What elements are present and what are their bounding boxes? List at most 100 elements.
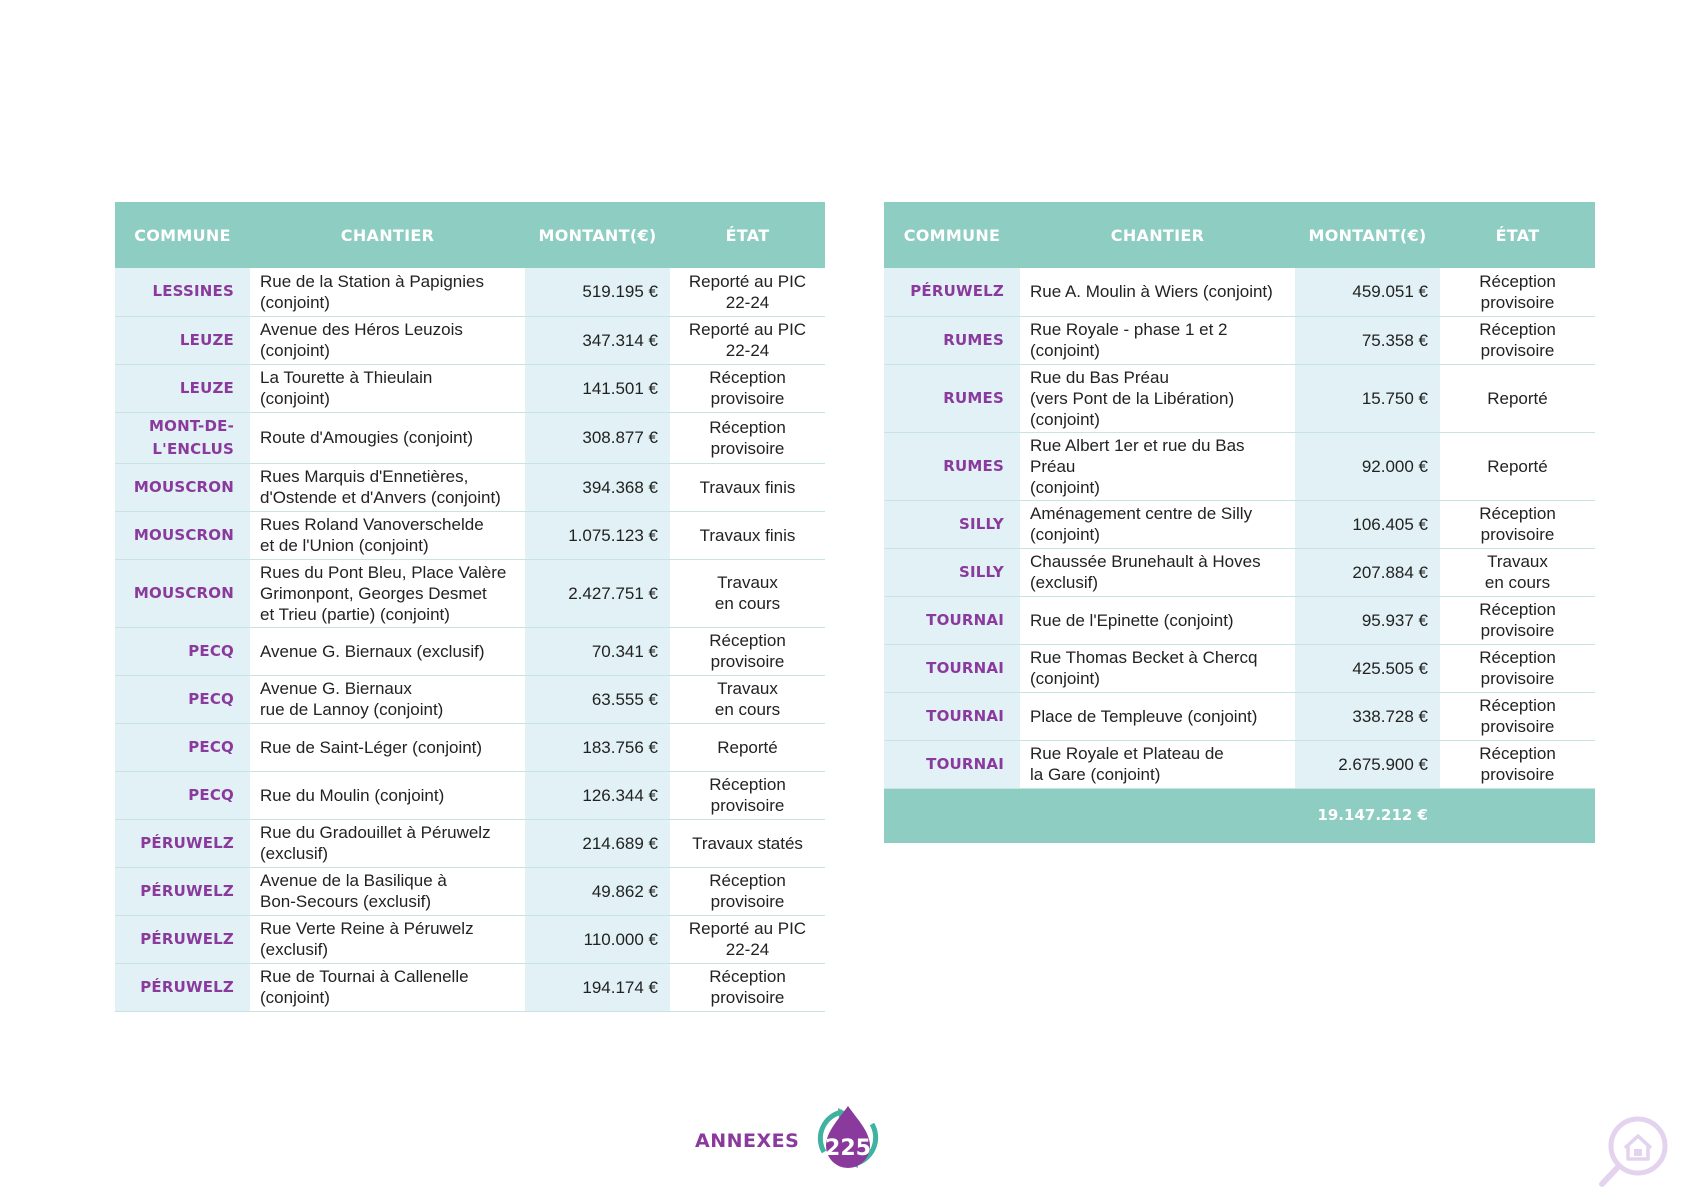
etat-cell: Réception provisoire [670,867,825,916]
table-row: PÉRUWELZ Rue de Tournai à Callenelle (conj… [115,963,825,1012]
chantier-line: Aménagement centre de Silly [1030,504,1253,523]
chantier-line: (conjoint) [260,341,330,360]
etat-line: provisoire [1480,669,1555,688]
chantier-line: Rue Albert 1er et rue du Bas Préau [1030,435,1245,476]
etat-cell: Travaux statés [670,819,825,868]
etat-line: en cours [714,594,781,613]
chantier-line: Rue de Tournai à Callenelle [260,967,469,986]
etat-line: provisoire [710,796,785,815]
etat-cell: Réception provisoire [1440,268,1595,317]
commune-line: LESSINES [152,282,234,301]
etat-line: Réception [709,631,786,650]
chantier-line: d'Ostende et d'Anvers (conjoint) [260,488,501,507]
montant-cell: 194.174 € [525,963,670,1012]
table-row: PÉRUWELZ Avenue de la Basilique à Bon-Seco… [115,867,825,916]
commune-line: RUMES [943,330,1004,349]
chantier-line: Chaussée Brunehault à Hoves [1030,552,1261,571]
commune-line: PÉRUWELZ [910,282,1004,301]
chantier-cell: Chaussée Brunehault à Hoves (exclusif) [1020,548,1295,597]
table-row: PÉRUWELZ Rue du Gradouillet à Péruwelz (ex… [115,819,825,868]
etat-line: Réception [709,368,786,387]
commune-line: PÉRUWELZ [140,977,234,996]
etat-line: Réception [1479,271,1556,291]
etat-line: Réception [709,417,786,437]
etat-line: Réception [1479,744,1556,763]
etat-line: Travaux [717,573,778,592]
commune-line: MONT-DE- [148,416,234,435]
chantier-cell: Rue du Gradouillet à Péruwelz (exclusif) [250,819,525,868]
commune-line: PÉRUWELZ [140,881,234,900]
commune-cell: PÉRUWELZ [115,867,250,916]
etat-line: provisoire [710,389,785,408]
chantier-line: rue de Lannoy (conjoint) [260,700,444,719]
montant-cell: 92.000 € [1295,432,1440,501]
table-row: TOURNAI Rue Thomas Becket à Chercq (conjoi… [884,644,1595,693]
chantier-cell: Rue de la Station à Papignies (conjoint) [250,268,525,317]
montant-cell: 2.427.751 € [525,559,670,628]
etat-line: Réception [1479,320,1556,339]
etat-line: 22-24 [725,341,770,360]
commune-cell: PÉRUWELZ [115,915,250,964]
header-montant-unit: (€) [1399,225,1427,245]
montant-cell: 394.368 € [525,463,670,512]
chantier-cell: La Tourette à Thieulain (conjoint) [250,364,525,413]
etat-line: Reporté au PIC [688,271,807,291]
etat-line: Travaux finis [699,525,796,545]
commune-line: MOUSCRON [133,525,234,544]
chantier-line: Rue A. Moulin à Wiers (conjoint) [1030,282,1273,302]
chantier-cell: Avenue G. Biernaux rue de Lannoy (conjoin… [250,675,525,724]
table-row: PECQ Rue du Moulin (conjoint) 126.344 € Réc… [115,771,825,820]
chantier-line: Avenue G. Biernaux [260,679,412,698]
chantier-line: (vers Pont de la Libération) [1030,388,1235,408]
table-row: PECQ Avenue G. Biernaux (exclusif) 70.341 … [115,627,825,676]
table-row: TOURNAI Place de Templeuve (conjoint) 338.… [884,692,1595,741]
commune-cell: LEUZE [115,364,250,413]
chantier-cell: Rues du Pont Bleu, Place Valère Grimonpon… [250,559,525,628]
montant-cell: 70.341 € [525,627,670,676]
etat-cell: Travaux en cours [670,559,825,628]
chantier-cell: Rue Albert 1er et rue du Bas Préau (conjo… [1020,432,1295,501]
etat-line: Travaux [1487,552,1548,571]
etat-cell: Reporté au PIC 22-24 [670,316,825,365]
commune-cell: MOUSCRON [115,463,250,512]
chantier-line: (conjoint) [1030,669,1100,688]
page-number: 225 [825,1136,871,1161]
commune-line: PECQ [188,641,234,660]
chantier-line: (exclusif) [260,940,329,959]
commune-cell: TOURNAI [884,596,1020,645]
chantier-line: Rue du Moulin (conjoint) [260,785,445,805]
right-table: COMMUNE CHANTIER MONTANT(€) ÉTAT PÉRUWEL… [884,202,1595,843]
commune-cell: LESSINES [115,268,250,317]
commune-line: PECQ [188,689,234,708]
etat-line: provisoire [1480,717,1555,736]
commune-line: LEUZE [179,378,234,397]
montant-cell: 214.689 € [525,819,670,868]
montant-cell: 207.884 € [1295,548,1440,597]
chantier-line: Rue de Saint-Léger (conjoint) [260,737,483,757]
commune-line: PÉRUWELZ [140,833,234,852]
chantier-line: et de l'Union (conjoint) [260,536,429,555]
table-row: LEUZE La Tourette à Thieulain (conjoint) 14… [115,364,825,413]
right-table-body: PÉRUWELZ Rue A. Moulin à Wiers (conjoint)… [884,268,1595,789]
table-row: TOURNAI Rue Royale et Plateau de la Gare (… [884,740,1595,789]
etat-cell: Réception provisoire [1440,500,1595,549]
table-row: PÉRUWELZ Rue Verte Reine à Péruwelz (exclu… [115,915,825,964]
etat-line: 22-24 [725,940,770,959]
chantier-cell: Rue de l'Epinette (conjoint) [1020,596,1295,645]
etat-line: provisoire [710,438,785,458]
etat-line: Travaux statés [692,833,803,853]
etat-line: Travaux [717,679,778,698]
chantier-cell: Rue Royale - phase 1 et 2 (conjoint) [1020,316,1295,365]
header-chantier: CHANTIER [250,202,525,268]
commune-cell: PÉRUWELZ [115,819,250,868]
montant-cell: 1.075.123 € [525,511,670,560]
chantier-line: (conjoint) [260,389,330,408]
chantier-cell: Rue de Tournai à Callenelle (conjoint) [250,963,525,1012]
montant-cell: 519.195 € [525,268,670,317]
etat-line: Réception [709,967,786,986]
etat-line: provisoire [1480,621,1555,640]
etat-line: Reporté au PIC [688,919,807,938]
etat-cell: Réception provisoire [670,771,825,820]
etat-line: Reporté [1487,456,1548,476]
chantier-cell: Rue Thomas Becket à Chercq (conjoint) [1020,644,1295,693]
